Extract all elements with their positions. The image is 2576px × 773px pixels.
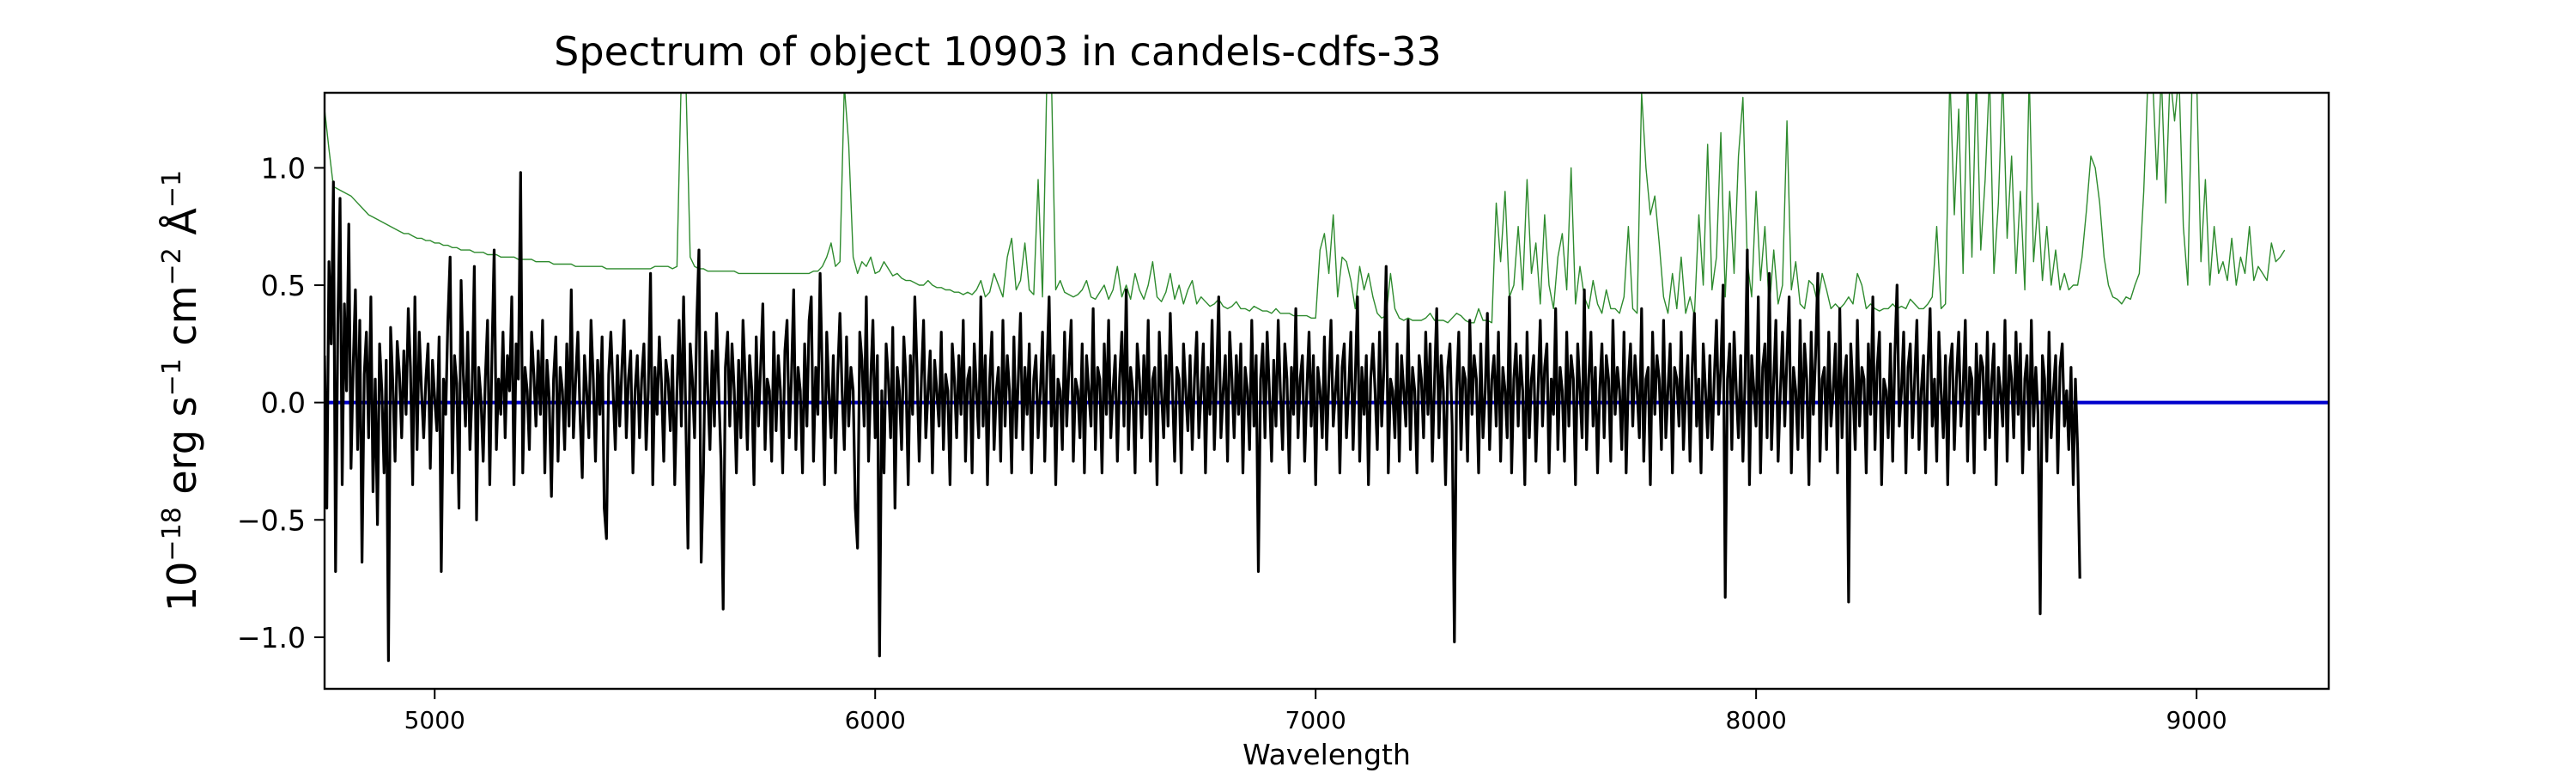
y-label-base: 10 [159,562,205,612]
y-tick-label: −0.5 [237,503,306,537]
x-axis: 5000 6000 7000 8000 9000 [404,689,2227,734]
y-label-exp-1: −18 [157,507,187,561]
y-tick-label: 1.0 [261,151,306,185]
chart-title: Spectrum of object 10903 in candels-cdfs… [554,28,1442,75]
error-series-line [325,93,2286,324]
y-label-cm: cm [159,285,205,358]
y-label-angstrom: Å [159,208,205,248]
y-tick-label: 0.0 [261,386,306,420]
y-tick-label: −1.0 [237,621,306,654]
x-tick-label: 9000 [2166,706,2227,734]
x-tick-label: 7000 [1285,706,1346,734]
y-tick-label: 0.5 [261,269,306,302]
plot-frame [323,91,2330,691]
y-label-exp-3: −2 [157,247,187,285]
y-label-exp-2: −1 [157,358,187,396]
y-label-exp-4: −1 [157,170,187,208]
y-axis-label: 10−18 erg s−1 cm−2 Å−1 [157,170,205,612]
x-axis-label: Wavelength [1242,738,1411,771]
x-tick-label: 6000 [845,706,906,734]
x-tick-label: 8000 [1726,706,1787,734]
x-tick-label: 5000 [404,706,465,734]
flux-series-line [325,171,2081,662]
y-axis: −1.0 −0.5 0.0 0.5 1.0 [237,151,325,654]
y-label-erg-s: erg s [159,396,205,507]
plot-area [325,93,2329,662]
